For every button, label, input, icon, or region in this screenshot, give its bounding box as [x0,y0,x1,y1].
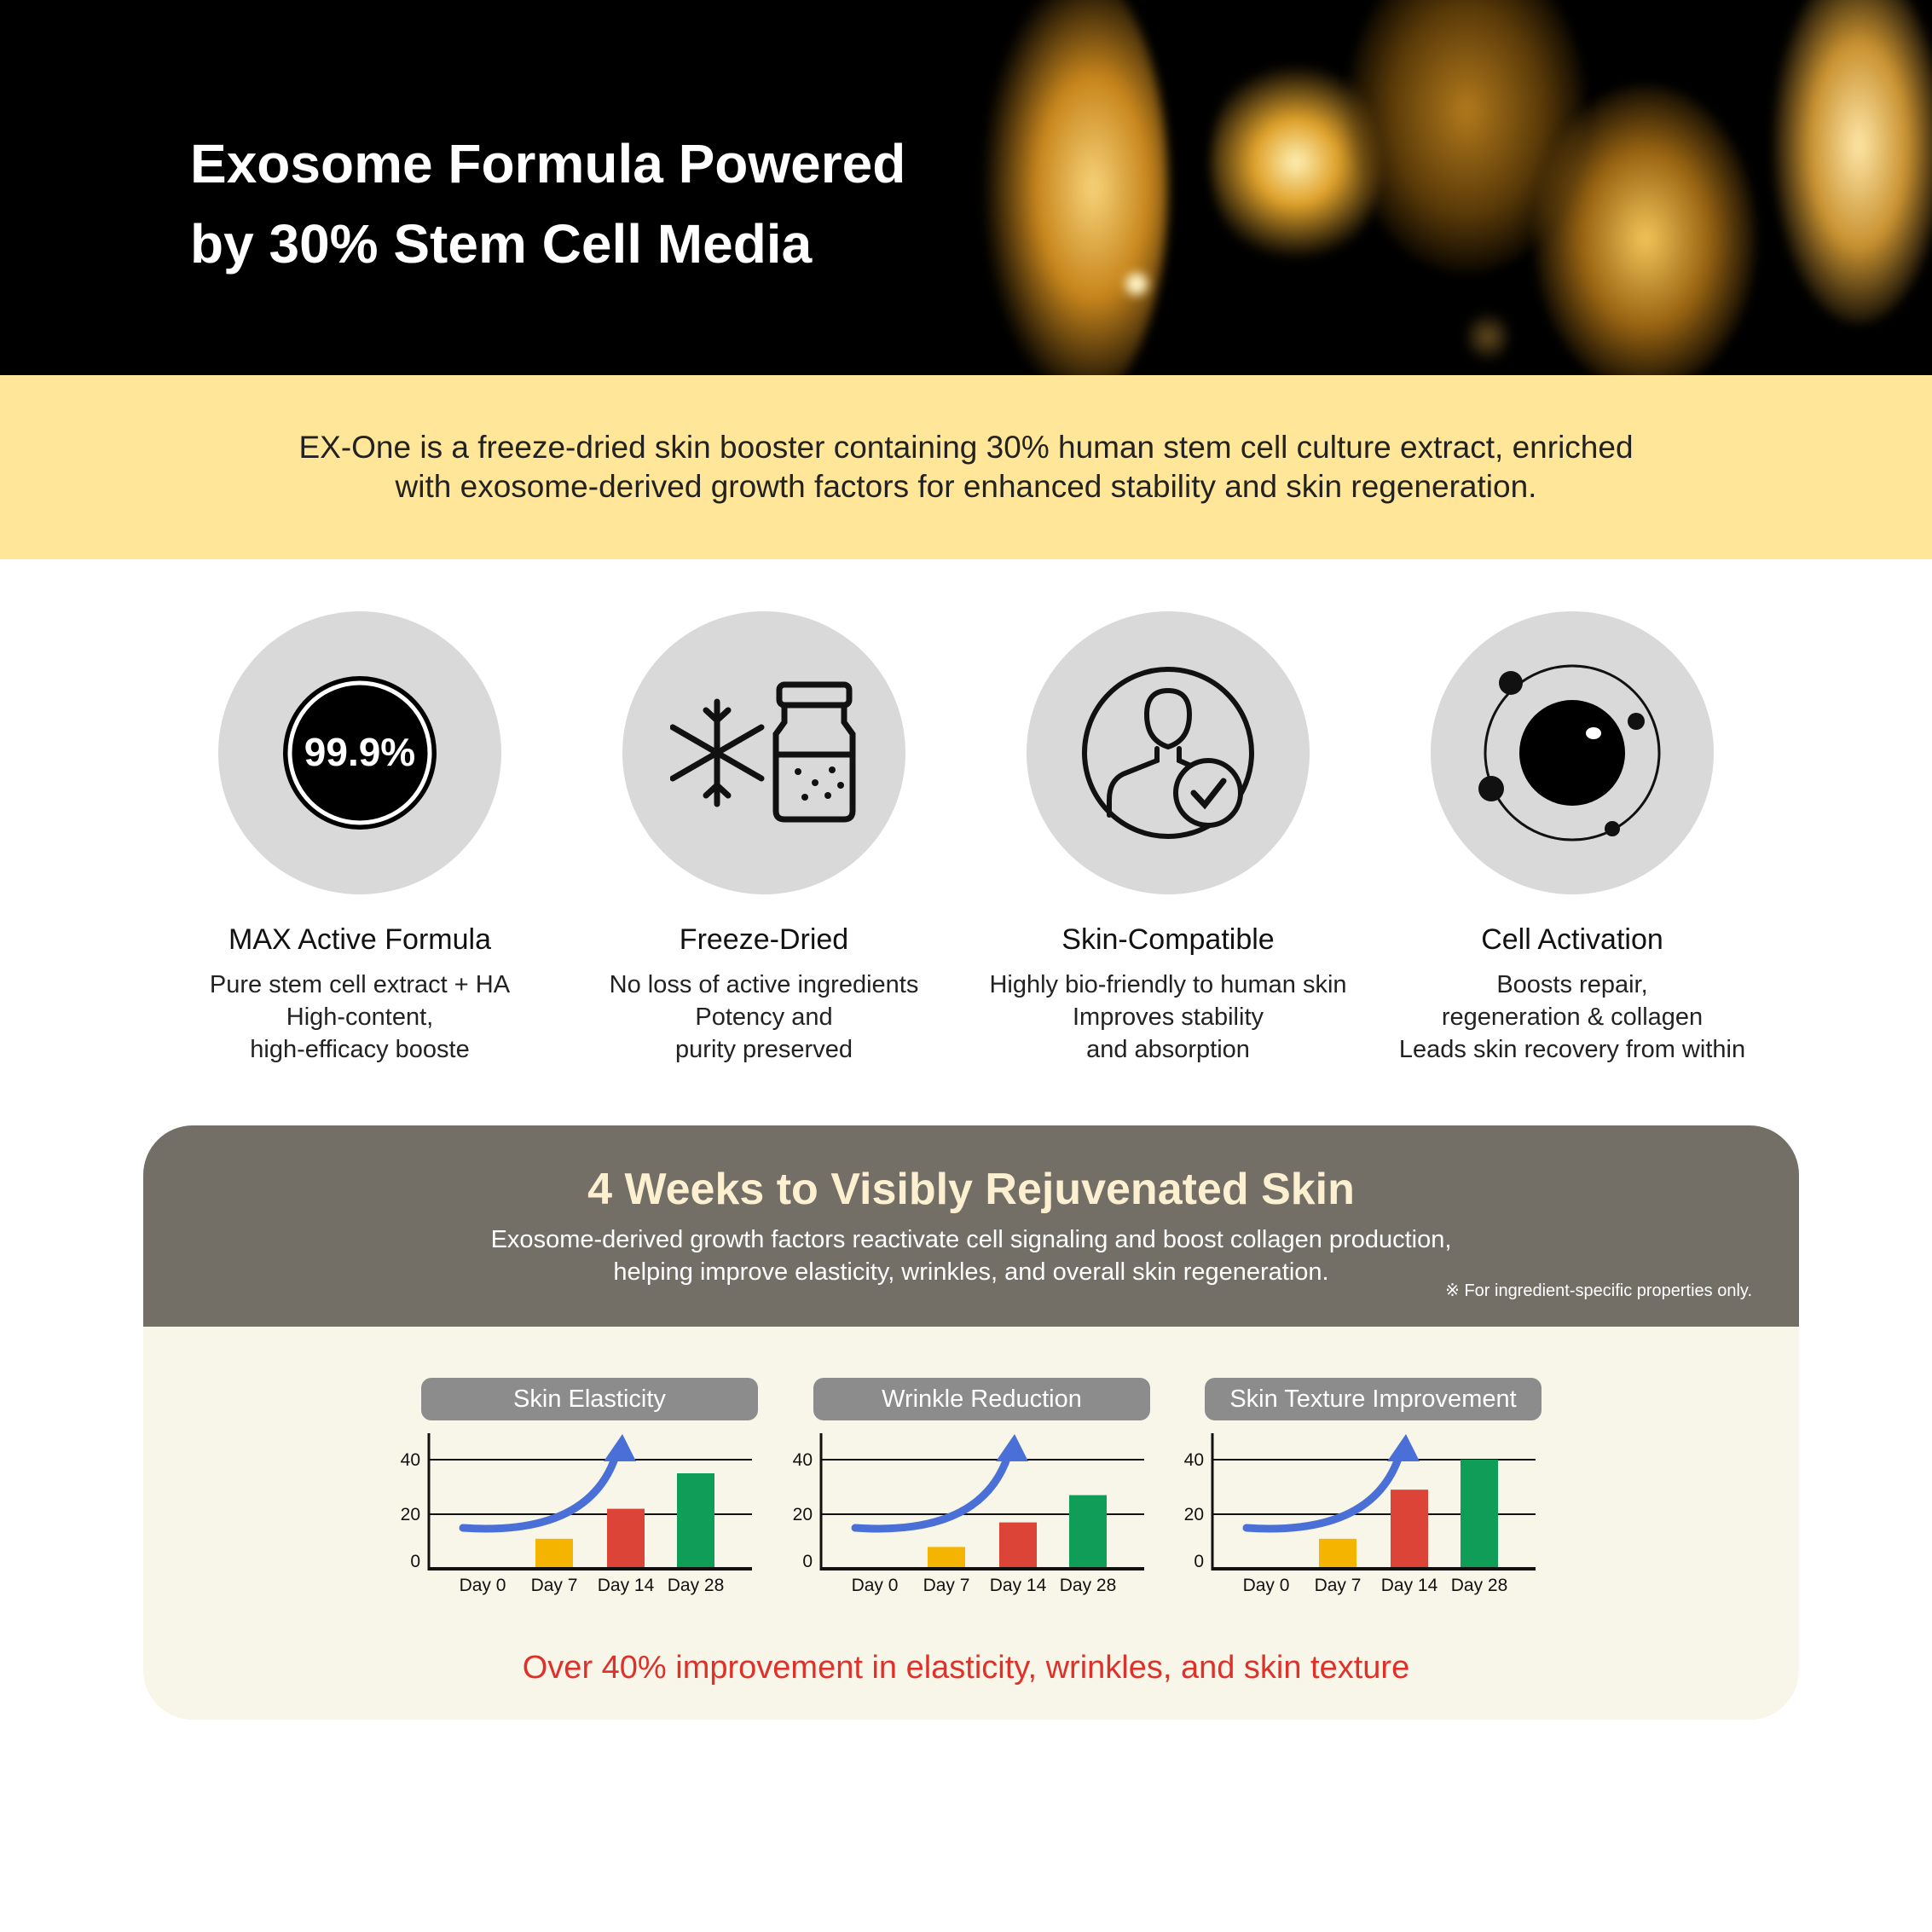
feature-icon-circle [1431,611,1714,894]
99-9-percent-badge-icon: 99.9% [283,676,437,830]
person-check-icon [1082,667,1254,839]
hero-title-line: by 30% Stem Cell Media [190,213,813,275]
trend-arrow [1242,1452,1403,1533]
snowflake-vial-icon [670,681,856,823]
trend-arrowhead [996,1434,1028,1461]
y-tick-label: 20 [793,1505,813,1524]
x-tick-label: Day 28 [1451,1576,1508,1595]
feature-icon-circle [1027,611,1310,894]
x-tick-label: Day 7 [1315,1576,1362,1595]
chart-title: Skin Elasticity [421,1378,758,1420]
x-tick-label: Day 0 [460,1576,506,1595]
chart-skin-texture: Skin Texture Improvement Day 0 Day 7 Day 1… [1176,1378,1542,1625]
x-tick-label: Day 14 [990,1576,1047,1595]
x-tick-label: Day 0 [1243,1576,1290,1595]
x-tick-label: Day 7 [531,1576,578,1595]
x-tick-label: Day 28 [1060,1576,1117,1595]
chart-title: Wrinkle Reduction [813,1378,1150,1420]
trend-arrow [459,1452,620,1533]
y-tick-label: 0 [802,1552,813,1571]
bar-day-14 [1391,1489,1428,1569]
bar-day-28 [677,1473,714,1569]
feature-description: Highly bio-friendly to human skin Improve… [989,971,1347,1063]
chart-title: Skin Texture Improvement [1205,1378,1542,1420]
bar-day-7 [1319,1538,1356,1569]
x-tick-label: Day 14 [1381,1576,1438,1595]
feature-skin-compatible: Skin-Compatible Highly bio-friendly to h… [968,611,1368,1066]
feature-description: Boosts repair, regeneration & collagen Lea… [1398,971,1746,1063]
y-tick-label: 40 [793,1450,813,1470]
intro-text: EX-One is a freeze-dried skin booster co… [298,430,1634,504]
y-tick-label: 40 [1184,1450,1204,1470]
hero-title-line: Exosome Formula Powered [190,133,906,194]
feature-description: Pure stem cell extract + HA High-content,… [209,971,511,1063]
improvement-claim: Over 40% improvement in elasticity, wrin… [522,1650,1410,1686]
y-tick-label: 20 [401,1505,420,1524]
feature-cell-activation: Cell Activation Boosts repair, regenerati… [1372,611,1773,1066]
y-tick-label: 20 [1184,1505,1204,1524]
badge-text: 99.9% [304,730,415,774]
feature-icon-circle [622,611,905,894]
results-header: 4 Weeks to Visibly Rejuvenated Skin Exos… [143,1125,1799,1327]
feature-title: MAX Active Formula [228,923,491,956]
x-tick-label: Day 0 [852,1576,899,1595]
y-tick-label: 0 [410,1552,420,1571]
results-subtitle: Exosome-derived growth factors reactivat… [490,1226,1452,1286]
feature-max-active: 99.9% MAX Active Formula Pure stem cell … [159,611,560,1066]
chart-skin-elasticity: Skin Elasticity Day 0 Day 7 Day 14 Day 28 0 2… [392,1378,759,1625]
bar-day-28 [1069,1495,1107,1569]
feature-title: Freeze-Dried [679,923,849,956]
feature-freeze-dried: Freeze-Dried No loss of active ingredien… [564,611,964,1066]
trend-arrow [851,1452,1012,1533]
bar-day-14 [999,1522,1037,1569]
bar-day-7 [535,1538,573,1569]
x-tick-label: Day 28 [668,1576,725,1595]
intro-band: EX-One is a freeze-dried skin booster co… [0,375,1932,559]
y-tick-label: 40 [401,1450,420,1470]
feature-title: Cell Activation [1481,923,1663,956]
hero-banner: Exosome Formula Powered by 30% Stem Cell… [0,0,1932,375]
feature-description: No loss of active ingredients Potency and… [609,971,919,1063]
feature-title: Skin-Compatible [1061,923,1275,956]
trend-arrowhead [604,1434,636,1461]
results-title: 4 Weeks to Visibly Rejuvenated Skin [587,1165,1355,1214]
bar-day-14 [607,1508,645,1569]
chart-wrinkle-reduction: Wrinkle Reduction Day 0 Day 7 Day 14 Day 28… [784,1378,1151,1625]
x-tick-label: Day 14 [598,1576,655,1595]
feature-icon-circle: 99.9% [218,611,501,894]
bar-day-7 [928,1547,965,1569]
bar-day-28 [1461,1460,1498,1569]
hero-title: Exosome Formula Powered by 30% Stem Cell… [190,124,1043,284]
y-tick-label: 0 [1194,1552,1204,1571]
x-tick-label: Day 7 [923,1576,970,1595]
results-note: ※ For ingredient-specific properties onl… [1445,1281,1752,1300]
cell-orbit-icon [1478,664,1661,842]
trend-arrowhead [1387,1434,1420,1461]
